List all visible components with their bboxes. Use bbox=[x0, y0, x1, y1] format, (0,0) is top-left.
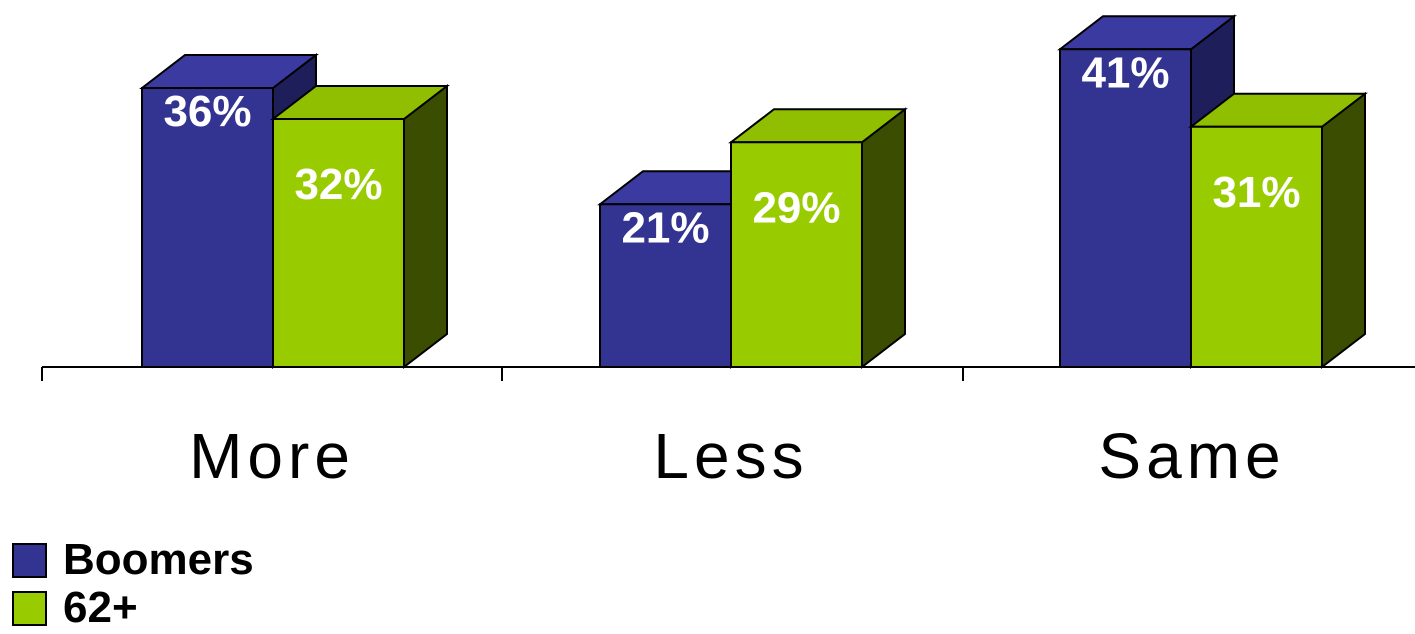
bar-side-62plus-same bbox=[1321, 91, 1366, 370]
bar-front-boomers-same bbox=[1059, 48, 1192, 368]
data-label-62plus-less: 29% bbox=[752, 183, 840, 232]
bar-62plus-less: 29% bbox=[728, 107, 908, 370]
category-label-same: Same bbox=[1098, 420, 1285, 492]
category-labels: More Less Same bbox=[189, 420, 1285, 492]
legend-label-62plus: 62+ bbox=[63, 583, 138, 632]
bar-62plus-more: 32% bbox=[270, 83, 450, 370]
legend-item-62plus: 62+ bbox=[12, 584, 254, 632]
bar-front-boomers-less bbox=[599, 203, 732, 368]
data-label-boomers-less: 21% bbox=[621, 203, 709, 252]
bar-front-62plus-more bbox=[272, 118, 405, 368]
bar-62plus-same: 31% bbox=[1188, 91, 1368, 370]
bar-front-62plus-less bbox=[730, 141, 863, 368]
category-label-less: Less bbox=[653, 420, 808, 492]
data-label-boomers-same: 41% bbox=[1081, 48, 1169, 97]
bar-side-62plus-more bbox=[403, 83, 448, 370]
data-label-62plus-same: 31% bbox=[1212, 168, 1300, 217]
bar-front-boomers-more bbox=[141, 87, 274, 368]
legend-swatch-62plus bbox=[12, 590, 47, 626]
category-label-more: More bbox=[189, 420, 355, 492]
legend-item-boomers: Boomers bbox=[12, 536, 254, 584]
legend: Boomers 62+ bbox=[12, 536, 254, 632]
x-axis bbox=[41, 366, 1415, 381]
bar-front-62plus-same bbox=[1190, 125, 1323, 368]
legend-label-boomers: Boomers bbox=[63, 535, 254, 584]
bar-side-62plus-less bbox=[861, 107, 906, 370]
data-label-boomers-more: 36% bbox=[163, 87, 251, 136]
bars-group: 36% 32% 21% 29% 41% 31% bbox=[139, 14, 1368, 370]
data-label-62plus-more: 32% bbox=[294, 160, 382, 209]
legend-swatch-boomers bbox=[12, 542, 47, 578]
